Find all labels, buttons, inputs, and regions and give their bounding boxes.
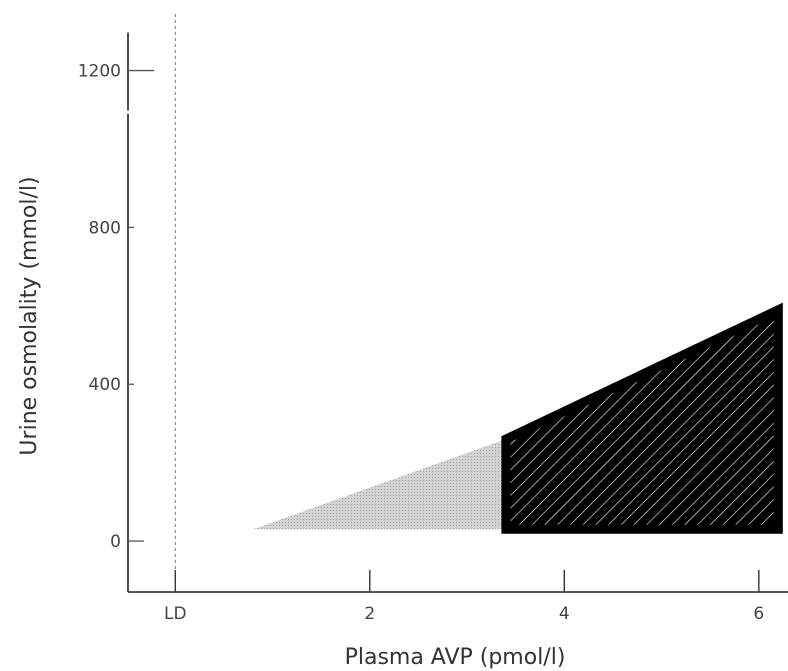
x-tick-label-LD: LD	[164, 604, 187, 624]
x-tick-label-6: 6	[753, 604, 764, 624]
y-tick-label-400: 400	[89, 375, 121, 395]
data-regions	[253, 302, 783, 534]
region-2	[501, 302, 783, 534]
y-tick-label-800: 800	[89, 218, 121, 238]
region-1	[253, 439, 506, 530]
y-axis-title: Urine osmolality (mmol/l)	[17, 176, 42, 455]
x-tick-label-4: 4	[559, 604, 570, 624]
axes: 0 400 800 1200 LD 2 4 6	[78, 14, 788, 624]
x-tick-label-2: 2	[364, 604, 375, 624]
y-tick-label-0: 0	[110, 532, 121, 552]
x-axis-title: Plasma AVP (pmol/l)	[345, 645, 566, 670]
y-tick-label-1200: 1200	[78, 62, 121, 82]
